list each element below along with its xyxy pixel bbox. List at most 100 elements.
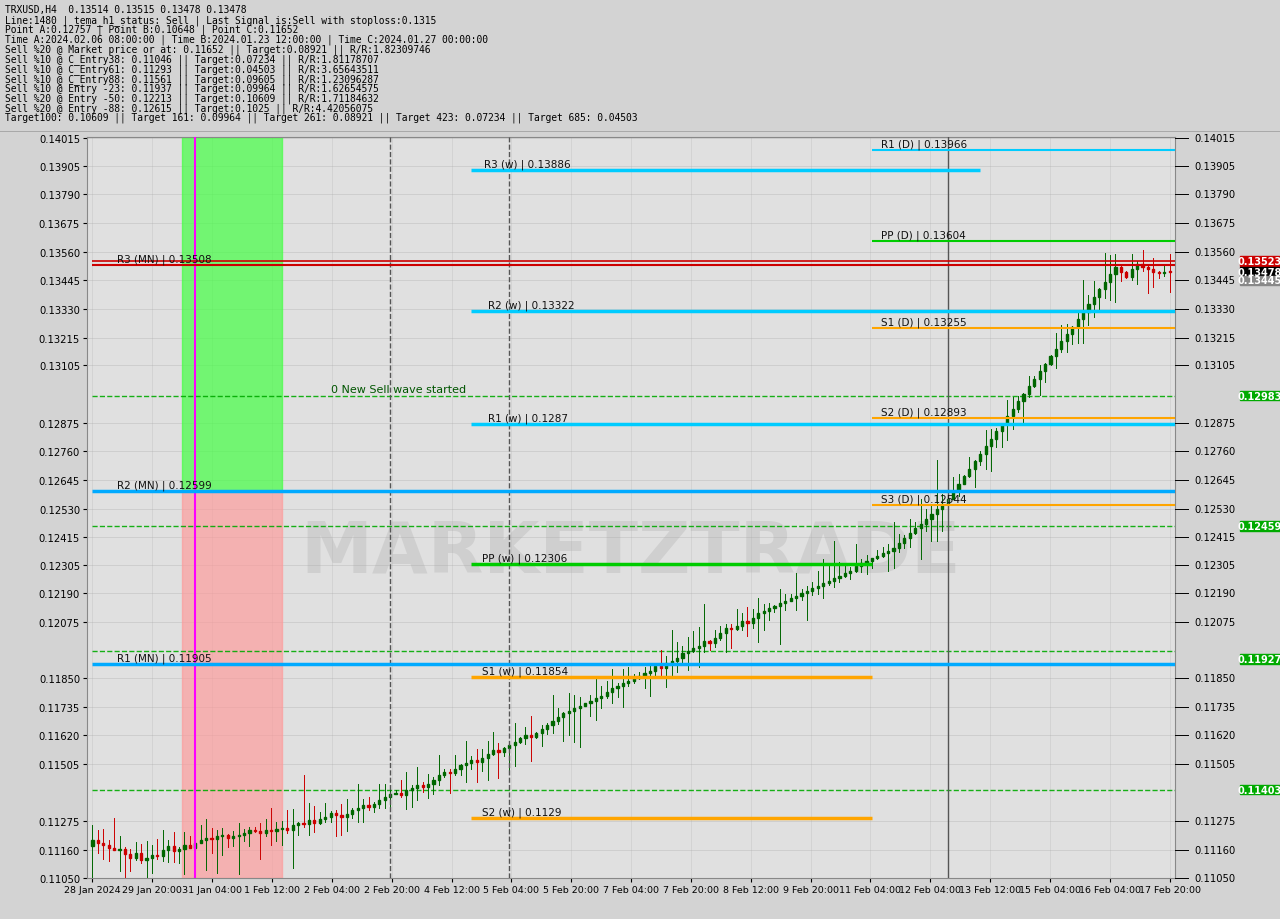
Bar [357, 808, 358, 811]
Bar [687, 651, 689, 653]
Bar [399, 793, 402, 796]
Bar [1164, 272, 1165, 274]
Bar [595, 698, 596, 701]
Bar [637, 675, 640, 678]
Text: 0.11275: 0.11275 [1194, 817, 1235, 826]
Bar [681, 653, 684, 658]
Bar [292, 825, 294, 831]
Text: TRXUSD,H4  0.13514 0.13515 0.13478 0.13478: TRXUSD,H4 0.13514 0.13515 0.13478 0.1347… [5, 6, 247, 16]
Bar [1169, 272, 1171, 273]
Bar [758, 614, 759, 618]
Bar [833, 579, 835, 581]
Bar [952, 492, 954, 499]
Bar [486, 754, 489, 758]
Text: R2 (MN) | 0.12599: R2 (MN) | 0.12599 [116, 481, 211, 491]
Bar [931, 514, 933, 519]
Bar [649, 671, 652, 674]
Text: 0.11735: 0.11735 [1194, 702, 1235, 712]
Text: 0.12305: 0.12305 [1194, 560, 1235, 570]
Text: 0.12415: 0.12415 [1194, 533, 1235, 542]
Text: S3 (D) | 0.12544: S3 (D) | 0.12544 [881, 494, 966, 505]
Bar [957, 484, 960, 492]
Text: R1 (w) | 0.1287: R1 (w) | 0.1287 [488, 413, 568, 423]
Bar [498, 751, 499, 752]
Text: S2 (w) | 0.1129: S2 (w) | 0.1129 [483, 806, 562, 817]
Bar [984, 447, 987, 454]
Bar [173, 846, 175, 852]
Bar [724, 629, 727, 633]
Bar [108, 845, 110, 847]
Bar [428, 784, 429, 787]
Bar [714, 639, 716, 643]
Text: S1 (D) | 0.13255: S1 (D) | 0.13255 [881, 317, 966, 327]
Text: 0.13215: 0.13215 [1194, 334, 1235, 344]
Bar [406, 790, 407, 796]
Bar [243, 833, 244, 835]
Bar [481, 758, 484, 762]
Bar [443, 772, 445, 776]
Bar [1157, 272, 1160, 274]
Text: Sell %20 @ Entry -50: 0.12213 || Target:0.10609 || R/R:1.71184632: Sell %20 @ Entry -50: 0.12213 || Target:… [5, 93, 379, 104]
Text: 0.11160: 0.11160 [1194, 845, 1235, 856]
Bar [1240, 268, 1280, 278]
Bar [974, 461, 975, 469]
Bar [492, 751, 494, 754]
Text: Target100: 0.10609 || Target 161: 0.09964 || Target 261: 0.08921 || Target 423: : Target100: 0.10609 || Target 161: 0.0996… [5, 113, 637, 123]
Text: 0.12530: 0.12530 [1194, 504, 1235, 514]
Bar [919, 524, 922, 529]
Bar [562, 713, 564, 717]
Bar [785, 601, 786, 604]
Bar [195, 843, 196, 847]
Bar [1023, 394, 1024, 402]
Bar [617, 686, 618, 688]
Bar [200, 840, 202, 843]
Bar [892, 549, 895, 551]
Bar [265, 831, 266, 833]
Text: 0.12190: 0.12190 [1194, 589, 1235, 598]
Bar [102, 843, 105, 845]
Bar [996, 432, 997, 439]
Bar [227, 835, 229, 838]
Text: R3 (w) | 0.13886: R3 (w) | 0.13886 [484, 160, 571, 170]
Bar [1044, 365, 1046, 372]
Bar [882, 554, 883, 556]
Text: 0.13790: 0.13790 [1194, 190, 1235, 200]
Bar [182, 492, 282, 878]
Bar [622, 684, 625, 686]
Text: S1 (w) | 0.11854: S1 (w) | 0.11854 [483, 665, 568, 676]
Bar [156, 856, 159, 857]
Bar [897, 544, 900, 549]
Bar [708, 641, 710, 643]
Bar [91, 840, 93, 846]
Bar [1055, 349, 1057, 357]
Bar [963, 477, 965, 484]
Bar [248, 831, 251, 833]
Bar [97, 840, 99, 843]
Text: S2 (D) | 0.12893: S2 (D) | 0.12893 [881, 407, 966, 417]
Text: R2 (w) | 0.13322: R2 (w) | 0.13322 [488, 301, 575, 311]
Bar [525, 736, 526, 738]
Bar [232, 836, 234, 838]
Bar [1011, 409, 1014, 417]
Bar [746, 621, 749, 624]
Bar [812, 589, 814, 591]
Text: Line:1480 | tema_h1_status: Sell | Last Signal is:Sell with stoploss:0.1315: Line:1480 | tema_h1_status: Sell | Last … [5, 15, 436, 26]
Text: PP (D) | 0.13604: PP (D) | 0.13604 [881, 230, 965, 241]
Bar [936, 509, 938, 514]
Bar [806, 591, 808, 594]
Text: 0.11505: 0.11505 [1194, 759, 1235, 769]
Bar [751, 618, 754, 624]
Text: 0.13905: 0.13905 [1194, 162, 1235, 172]
Bar [275, 829, 278, 832]
Bar [476, 761, 477, 762]
Bar [627, 681, 630, 684]
Bar [1038, 372, 1041, 380]
Text: PP (w) | 0.12306: PP (w) | 0.12306 [483, 553, 567, 563]
Bar [540, 730, 543, 733]
Bar [790, 598, 792, 601]
Bar [611, 688, 613, 692]
Bar [968, 469, 970, 477]
Bar [1147, 267, 1149, 270]
Bar [302, 823, 305, 824]
Bar [979, 454, 982, 461]
